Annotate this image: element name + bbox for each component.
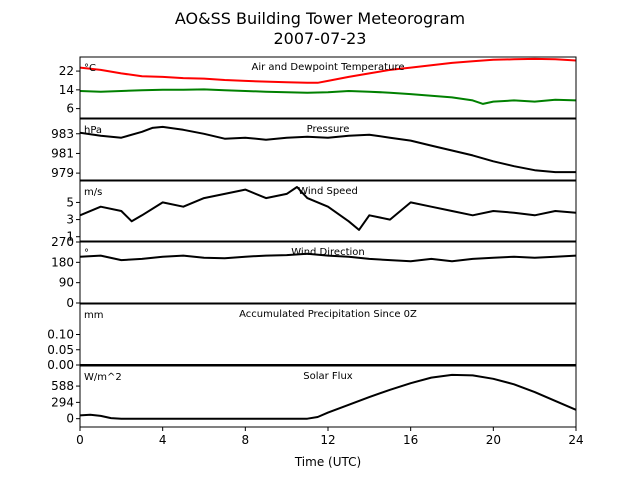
panel-1-frame bbox=[79, 118, 577, 181]
panel-1-unit-label: hPa bbox=[84, 125, 102, 136]
panel-4-title: Accumulated Precipitation Since 0Z bbox=[239, 309, 417, 320]
panel-2-ytick-label-0: 1 bbox=[66, 230, 74, 244]
panel-3-ytick-label-3: 270 bbox=[51, 235, 74, 249]
xtick-label-6: 24 bbox=[568, 433, 583, 447]
panel-5-title: Solar Flux bbox=[303, 371, 353, 382]
panel-2-ytick-label-2: 5 bbox=[66, 195, 74, 209]
panel-2-title: Wind Speed bbox=[298, 186, 358, 197]
panel-5-series-0-line bbox=[80, 373, 576, 420]
panel-0-frame bbox=[79, 56, 577, 119]
xtick-label-4: 16 bbox=[403, 433, 418, 447]
panel-0-series-1-line bbox=[80, 88, 576, 105]
panel-3-ytick-label-1: 90 bbox=[59, 276, 74, 290]
panel-1-ytick-label-0: 979 bbox=[51, 166, 74, 180]
panel-3-ytick-label-0: 0 bbox=[66, 296, 74, 310]
panel-0-ytick-label-0: 6 bbox=[66, 102, 74, 116]
xtick-label-3: 12 bbox=[320, 433, 335, 447]
panel-2-unit-label: m/s bbox=[84, 187, 102, 198]
panel-1-ytick-label-2: 983 bbox=[51, 127, 74, 141]
panel-1-ytick-label-1: 981 bbox=[51, 146, 74, 160]
panel-5-unit-label: W/m^2 bbox=[84, 372, 122, 383]
panel-5-ytick-label-2: 588 bbox=[51, 379, 74, 393]
panel-5-ytick-label-1: 294 bbox=[51, 395, 74, 409]
panel-2-ytick-label-1: 3 bbox=[66, 213, 74, 227]
panel-0-title: Air and Dewpoint Temperature bbox=[252, 62, 405, 73]
panel-2-frame bbox=[79, 180, 577, 242]
xtick-label-2: 8 bbox=[242, 433, 250, 447]
panel-2-series-0-line bbox=[80, 186, 576, 231]
panel-0-ytick-label-1: 14 bbox=[59, 83, 74, 97]
panel-0-series-0-line bbox=[80, 57, 576, 84]
figure-subtitle: 2007-07-23 bbox=[274, 29, 367, 48]
x-axis-label: Time (UTC) bbox=[294, 455, 361, 469]
panel-0-unit-label: °C bbox=[84, 63, 96, 74]
panel-1-title: Pressure bbox=[307, 124, 350, 135]
panel-1-series-0-line bbox=[80, 125, 576, 174]
panel-0-ytick-label-2: 22 bbox=[59, 64, 74, 78]
xtick-label-0: 0 bbox=[76, 433, 84, 447]
panel-3-ytick-label-2: 180 bbox=[51, 255, 74, 269]
panel-4-ytick-label-2: 0.10 bbox=[47, 328, 74, 342]
panel-4-ytick-label-0: 0.00 bbox=[47, 358, 74, 372]
panel-4-unit-label: mm bbox=[84, 310, 103, 321]
panel-5-ytick-label-0: 0 bbox=[66, 412, 74, 426]
panel-4-ytick-label-1: 0.05 bbox=[47, 343, 74, 357]
figure-title: AO&SS Building Tower Meteorogram bbox=[175, 9, 465, 28]
xtick-label-5: 20 bbox=[486, 433, 501, 447]
panel-3-series-0-line bbox=[80, 252, 576, 263]
panel-3-unit-label: ° bbox=[84, 248, 89, 259]
panel-3-title: Wind Direction bbox=[291, 247, 365, 258]
panel-3-frame bbox=[79, 241, 577, 304]
xtick-label-1: 4 bbox=[159, 433, 167, 447]
